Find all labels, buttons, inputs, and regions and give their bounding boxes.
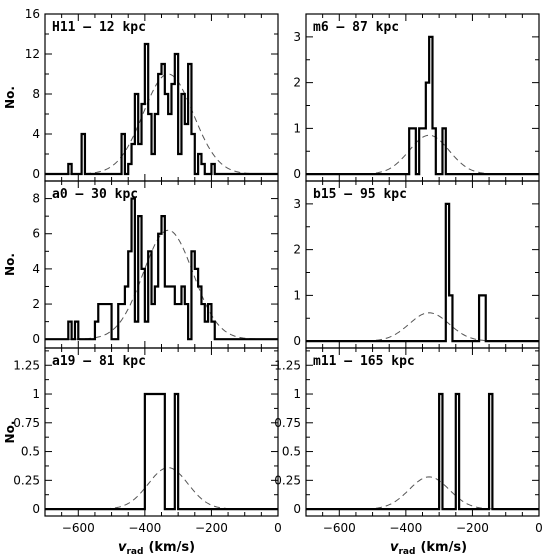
gaussian-fit-curve [306, 312, 539, 342]
y-axis-label: No. [3, 421, 17, 444]
y-tick-label: 12 [25, 47, 40, 61]
x-tick-label: 0 [535, 521, 543, 535]
x-axis-label-right: vrad (km/s) [390, 540, 467, 557]
panel-frame [44, 180, 279, 349]
x-axis-label-left: vrad (km/s) [118, 540, 195, 557]
panel-title: m11 – 165 kpc [313, 354, 415, 369]
y-tick-label: 0.25 [13, 473, 40, 487]
y-tick-label: 0.5 [282, 445, 301, 459]
y-tick-label: 2 [293, 243, 301, 257]
x-tick-label: −400 [128, 521, 161, 535]
gaussian-fit-curve [45, 229, 278, 340]
histogram-series [45, 42, 278, 176]
y-tick-label: 0 [293, 167, 301, 181]
gaussian-fit-curve [306, 476, 539, 510]
gaussian-fit-curve [45, 467, 278, 510]
y-tick-label: 1 [293, 121, 301, 135]
y-tick-label: 6 [32, 227, 40, 241]
x-tick-label: 0 [274, 521, 282, 535]
panel-5: 0 1 2 3 b15 – 95 kpc [293, 180, 540, 349]
histogram-series [306, 392, 539, 511]
y-tick-label: 1 [32, 387, 40, 401]
panel-3: −600 −400 −200 0 0 0.25 0.5 0.75 1 1.25 No. a19 – 8… [3, 347, 282, 535]
panel-frame [305, 13, 540, 182]
y-tick-label: 8 [32, 192, 40, 206]
histogram-series [45, 197, 278, 341]
y-tick-label: 1 [293, 288, 301, 302]
panel-title: a0 – 30 kpc [52, 187, 138, 202]
y-tick-label: 8 [32, 87, 40, 101]
y-tick-label: 2 [293, 76, 301, 90]
histogram-series [306, 202, 539, 343]
x-tick-label: −200 [456, 521, 489, 535]
histogram-series [45, 392, 278, 511]
gaussian-fit-curve [45, 73, 278, 175]
y-tick-label: 0 [32, 332, 40, 346]
y-tick-label: 0.75 [274, 416, 301, 430]
y-axis-label: No. [3, 86, 17, 109]
y-tick-label: 16 [25, 7, 40, 21]
panel-title: m6 – 87 kpc [313, 20, 399, 35]
panel-title: H11 – 12 kpc [52, 20, 146, 35]
panel-frame [305, 180, 540, 349]
y-tick-label: 0.75 [13, 416, 40, 430]
y-tick-label: 4 [32, 127, 40, 141]
x-tick-label: −400 [389, 521, 422, 535]
panel-title: a19 – 81 kpc [52, 354, 146, 369]
y-tick-label: 1.25 [13, 358, 40, 372]
panel-frame [305, 347, 540, 517]
panel-4: 0 1 2 3 m6 – 87 kpc [293, 13, 540, 182]
panel-1: 0 4 8 12 16 No. H11 – 12 kpc [3, 7, 279, 182]
y-axis-label: No. [3, 253, 17, 276]
panel-2: 0 2 4 6 8 No. a0 – 30 kpc [3, 180, 279, 349]
y-tick-label: 0.25 [274, 473, 301, 487]
panel-title: b15 – 95 kpc [313, 187, 407, 202]
y-tick-label: 1 [293, 387, 301, 401]
y-tick-label: 0.5 [21, 445, 40, 459]
x-tick-label: −600 [62, 521, 95, 535]
y-tick-label: 0 [32, 167, 40, 181]
panel-frame [44, 347, 279, 517]
y-tick-label: 3 [293, 30, 301, 44]
x-tick-label: −200 [195, 521, 228, 535]
gaussian-fit-curve [306, 134, 539, 175]
y-tick-label: 0 [32, 502, 40, 516]
panel-frame [44, 13, 279, 182]
y-tick-label: 4 [32, 262, 40, 276]
histogram-series [306, 35, 539, 176]
y-tick-label: 0 [293, 334, 301, 348]
y-tick-label: 1.25 [274, 358, 301, 372]
y-tick-label: 2 [32, 297, 40, 311]
y-tick-label: 0 [293, 502, 301, 516]
x-tick-label: −600 [323, 521, 356, 535]
y-tick-label: 3 [293, 197, 301, 211]
